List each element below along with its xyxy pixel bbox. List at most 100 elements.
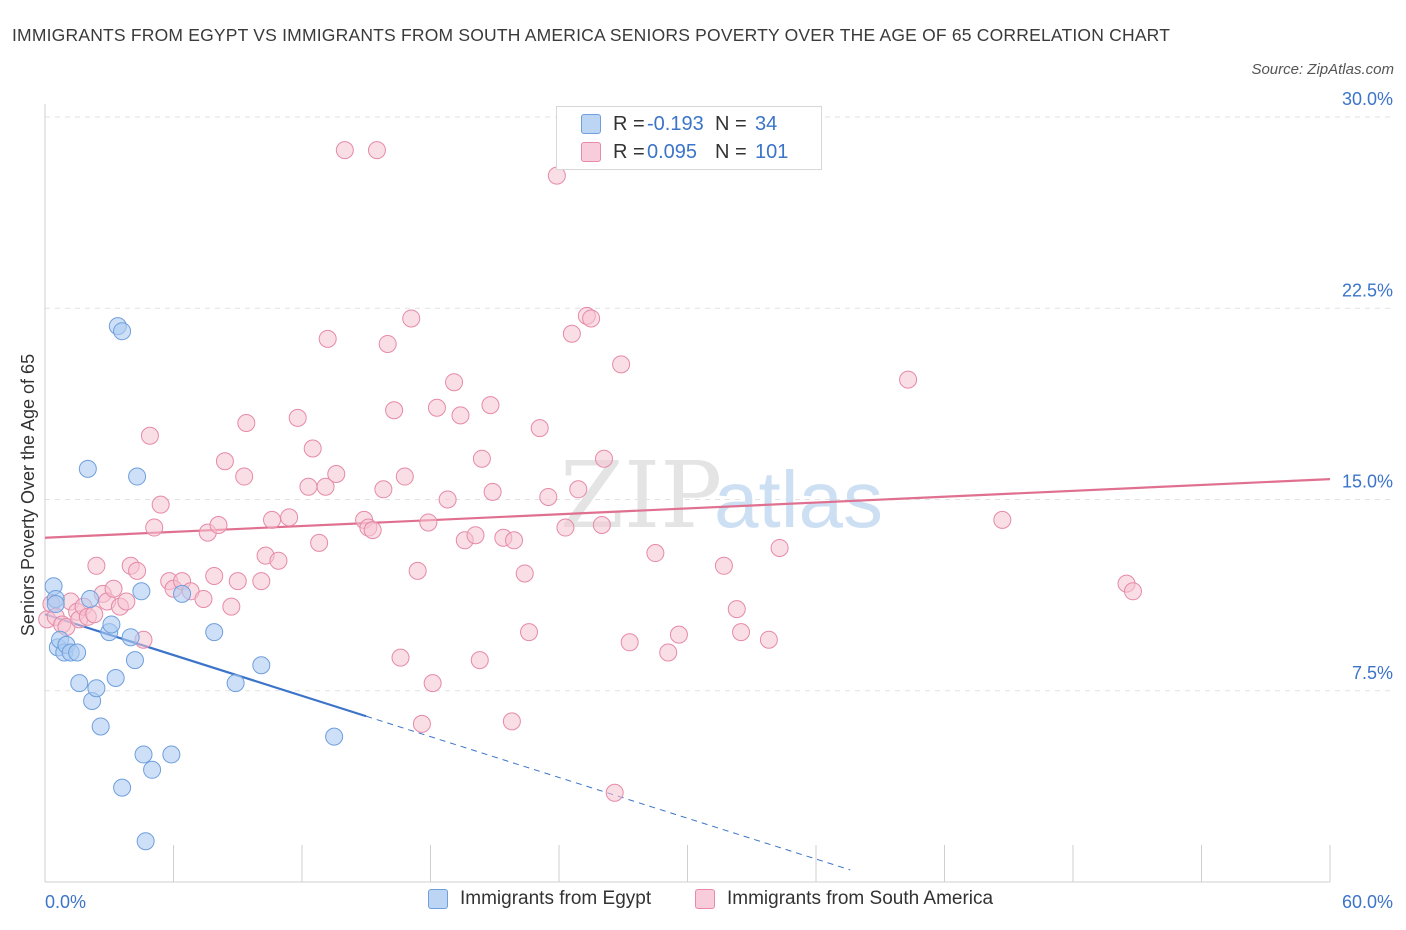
south-america-point-46 — [318, 329, 337, 348]
egypt-point-11 — [80, 589, 99, 608]
series-legend: Immigrants from Egypt Immigrants from So… — [0, 888, 1406, 916]
egypt-point-14 — [91, 717, 110, 736]
south-america-point-54 — [378, 334, 397, 353]
egypt-point-20 — [113, 778, 132, 797]
south-america-point-82 — [562, 324, 581, 343]
legend-item-egypt[interactable]: Immigrants from Egypt — [428, 888, 651, 910]
legend-row-south-america: R = 0.095 N = 101 — [581, 138, 788, 166]
south-america-point-95 — [727, 600, 746, 619]
egypt-point-30 — [205, 623, 224, 642]
south-america-point-48 — [335, 141, 354, 160]
south-america-point-16 — [117, 592, 136, 611]
egypt-legend-swatch — [428, 889, 448, 909]
legend-item-south-america[interactable]: Immigrants from South America — [695, 888, 993, 910]
south-america-point-69 — [470, 651, 489, 670]
south-america-point-53 — [374, 480, 393, 499]
south-america-point-90 — [620, 633, 639, 652]
south-america-point-61 — [419, 513, 438, 532]
south-america-point-60 — [412, 714, 431, 733]
correlation-legend: R = -0.193 N = 34 R = 0.095 N = 101 — [556, 106, 822, 170]
egypt-point-29 — [173, 584, 192, 603]
south-america-point-31 — [215, 452, 234, 471]
watermark-zip: ZIP — [560, 442, 722, 549]
south-america-point-65 — [445, 373, 464, 392]
egypt-point-16 — [102, 615, 121, 634]
south-america-point-93 — [669, 625, 688, 644]
south-america-points — [38, 141, 1142, 802]
south-america-point-88 — [605, 783, 624, 802]
egypt-trend — [44, 613, 851, 871]
south-america-point-40 — [280, 508, 299, 527]
watermark: ZIP atlas — [560, 442, 883, 549]
south-america-point-56 — [391, 648, 410, 667]
south-america-trend — [44, 478, 1331, 539]
sa-r-value: 0.095 — [647, 140, 698, 163]
south-america-point-70 — [472, 449, 491, 468]
egypt-n-label: N = — [715, 112, 747, 135]
south-america-point-98 — [770, 538, 789, 557]
sa-r-label: R = — [613, 140, 645, 163]
south-america-point-43 — [303, 439, 322, 458]
egypt-point-32 — [252, 656, 271, 675]
south-america-point-68 — [466, 526, 485, 545]
egypt-points — [44, 317, 344, 851]
south-america-point-71 — [481, 396, 500, 415]
south-america-point-51 — [363, 521, 382, 540]
south-america-point-14 — [104, 579, 123, 598]
south-america-point-21 — [145, 518, 164, 537]
egypt-point-23 — [128, 467, 147, 486]
south-america-point-42 — [299, 477, 318, 496]
watermark-atlas: atlas — [714, 455, 883, 544]
egypt-r-value: -0.193 — [647, 112, 704, 135]
south-america-point-22 — [151, 495, 170, 514]
tick-labels: 7.5% 15.0% 22.5% 30.0% 0.0% 60.0% — [45, 89, 1393, 912]
south-america-point-35 — [237, 414, 256, 432]
south-america-point-72 — [483, 482, 502, 501]
south-america-point-30 — [209, 516, 228, 534]
south-america-point-94 — [714, 556, 733, 575]
south-america-point-79 — [539, 487, 558, 506]
south-america-point-47 — [327, 465, 346, 483]
south-america-point-97 — [759, 630, 778, 649]
egypt-point-8 — [68, 643, 87, 662]
y-tick-label-1: 15.0% — [1342, 472, 1393, 492]
south-america-point-75 — [505, 531, 524, 550]
egypt-point-21 — [121, 628, 140, 647]
egypt-point-26 — [136, 832, 155, 851]
egypt-point-25 — [134, 745, 153, 764]
egypt-legend-label: Immigrants from Egypt — [460, 888, 652, 909]
egypt-point-27 — [143, 760, 162, 779]
legend-row-egypt: R = -0.193 N = 34 — [581, 110, 777, 138]
south-america-point-81 — [556, 518, 575, 537]
axes — [44, 104, 1331, 883]
egypt-point-17 — [106, 669, 125, 687]
south-america-point-11 — [87, 556, 106, 575]
egypt-point-31 — [226, 674, 245, 693]
sa-n-label: N = — [715, 140, 747, 163]
south-america-legend-swatch — [695, 889, 715, 909]
south-america-point-76 — [515, 564, 534, 583]
south-america-point-59 — [408, 561, 427, 580]
y-tick-label-3: 30.0% — [1342, 89, 1393, 109]
y-axis-label: Seniors Poverty Over the Age of 65 — [18, 354, 38, 636]
south-america-point-100 — [993, 510, 1012, 529]
south-america-point-29 — [205, 567, 224, 585]
south-america-point-83 — [569, 480, 588, 499]
south-america-point-44 — [310, 533, 329, 552]
egypt-point-28 — [162, 745, 181, 764]
egypt-point-19 — [113, 322, 132, 341]
south-america-point-32 — [222, 597, 241, 616]
south-america-point-57 — [395, 467, 414, 486]
egypt-swatch — [581, 114, 601, 134]
south-america-point-74 — [502, 712, 521, 731]
south-america-point-77 — [520, 623, 539, 642]
south-america-point-34 — [235, 467, 254, 486]
south-america-point-27 — [194, 589, 213, 608]
south-america-point-102 — [1123, 582, 1142, 601]
egypt-r-label: R = — [613, 112, 645, 135]
y-tick-label-0: 7.5% — [1352, 663, 1393, 683]
south-america-point-66 — [451, 406, 470, 425]
south-america-point-45 — [316, 477, 335, 496]
south-america-point-52 — [367, 141, 386, 160]
